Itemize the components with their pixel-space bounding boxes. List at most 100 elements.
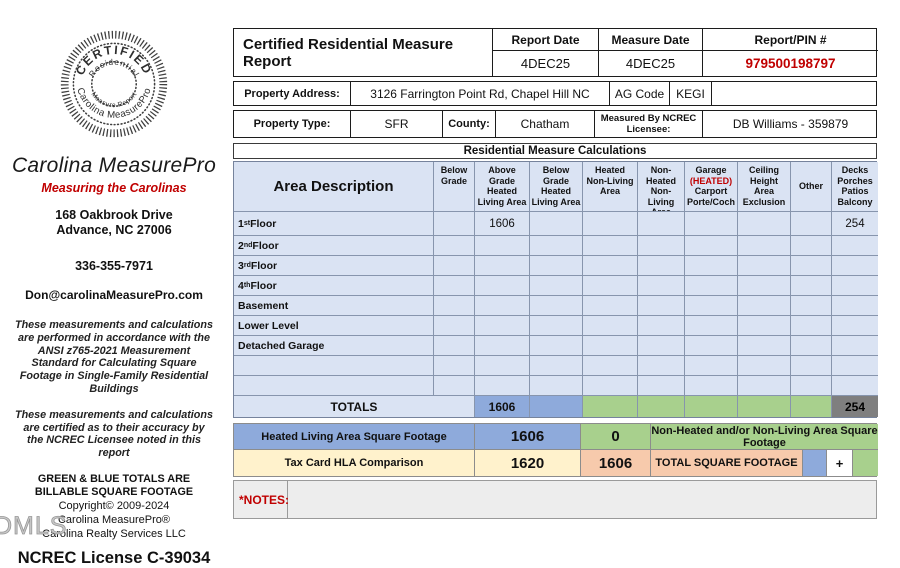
calculations-header-row: Area Description BelowGrade AboveGradeHe… [234,162,876,212]
property-address-value: 3126 Farrington Point Rd, Chapel Hill NC [351,82,610,105]
calc-cell [530,316,583,336]
table-row-3rd-floor: 3rd Floor [234,256,876,276]
row-label: Lower Level [234,316,434,336]
col-header-nonheated-nonliving: Non-HeatedNon-LivingArea [638,162,685,212]
calc-cell: 254 [832,212,878,236]
calc-cell [685,276,738,296]
row-label: 2nd Floor [234,236,434,256]
calc-cell [738,336,791,356]
notes-block: *NOTES: [233,480,877,519]
calc-cell [583,316,638,336]
calc-cell [685,256,738,276]
tax-card-value: 1620 [475,450,581,476]
col-header-garage: Garage(HEATED)CarportPorte/Coch [685,162,738,212]
certification-seal-icon: CERTIFIED Residential Measure Report Car… [56,26,172,142]
totals-below-grade-hla [530,396,583,417]
disclaimer-ansi: These measurements and calculations are … [14,319,214,396]
table-row-detached-garage: Detached Garage [234,336,876,356]
report-date-value: 4DEC25 [493,51,599,76]
table-row-2nd-floor: 2nd Floor [234,236,876,256]
total-footage-label: TOTAL SQUARE FOOTAGE [651,450,803,476]
calc-cell [638,336,685,356]
calc-cell [685,376,738,396]
calc-cell [530,296,583,316]
tax-card-label: Tax Card HLA Comparison [234,450,475,476]
summary-block: Heated Living Area Square Footage 1606 0… [233,423,877,477]
calc-cell [832,356,878,376]
totals-row: TOTALS 1606 254 [234,396,876,417]
calc-cell [583,336,638,356]
hla-footage-label: Heated Living Area Square Footage [234,424,475,450]
col-header-above-grade-hla: AboveGradeHeatedLiving Area [475,162,530,212]
calc-cell [475,376,530,396]
plus-sign-cell: + [827,450,853,476]
calc-cell [475,236,530,256]
address-line-2: Advance, NC 27006 [6,223,222,238]
calc-cell [530,376,583,396]
calc-cell [738,276,791,296]
col-header-ceiling-exclusion: CeilingHeightAreaExclusion [738,162,791,212]
table-row-1st-floor: 1st Floor 1606 254 [234,212,876,236]
property-type-block: Property Type: SFR County: Chatham Measu… [233,110,877,138]
calc-cell [475,276,530,296]
calc-cell [530,256,583,276]
row-label: Detached Garage [234,336,434,356]
calc-cell [832,236,878,256]
calc-cell [832,336,878,356]
notes-content [288,481,876,518]
calc-cell [738,296,791,316]
calc-cell [638,212,685,236]
tax-card-summary-row: Tax Card HLA Comparison 1620 1606 TOTAL … [234,450,876,476]
calc-cell [530,212,583,236]
calc-cell [738,236,791,256]
calc-cell [475,316,530,336]
table-row-4th-floor: 4th Floor [234,276,876,296]
calculations-section-title: Residential Measure Calculations [233,143,877,159]
mls-watermark: DMLS [0,512,67,541]
totals-above-grade-hla: 1606 [475,396,530,417]
calc-cell [434,316,475,336]
hla-footage-value: 1606 [475,424,581,450]
calc-cell [791,336,832,356]
table-row-lower-level: Lower Level [234,316,876,336]
calc-cell [738,376,791,396]
calc-cell [791,356,832,376]
ag-code-label: AG Code [610,82,670,105]
calc-cell [685,316,738,336]
sidebar: CERTIFIED Residential Measure Report Car… [6,0,222,568]
calc-cell [638,236,685,256]
calc-cell [832,296,878,316]
property-address-label: Property Address: [234,82,351,105]
calc-cell [685,296,738,316]
calc-cell [434,336,475,356]
calc-cell [832,316,878,336]
row-label [234,356,434,376]
calc-cell [638,376,685,396]
col-header-decks: DecksPorchesPatiosBalcony [832,162,878,212]
property-type-value: SFR [351,111,443,137]
address-line-1: 168 Oakbrook Drive [6,208,222,223]
calc-cell [685,356,738,376]
calc-cell [685,212,738,236]
report-page: CERTIFIED Residential Measure Report Car… [0,0,900,546]
calc-cell: 1606 [475,212,530,236]
measure-date-value: 4DEC25 [599,51,703,76]
calc-cell [583,256,638,276]
col-header-below-grade: BelowGrade [434,162,475,212]
calc-cell [434,236,475,256]
copyright-line-1: Copyright© 2009-2024 [6,499,222,513]
table-row-basement: Basement [234,296,876,316]
calc-cell [434,356,475,376]
report-pin-value: 979500198797 [703,51,878,76]
calc-cell [832,256,878,276]
calc-cell [791,212,832,236]
calc-cell [791,316,832,336]
notes-label: *NOTES: [234,481,288,518]
ag-code-extra [712,82,878,105]
calc-cell [638,256,685,276]
col-header-heated-nonliving: HeatedNon-LivingArea [583,162,638,212]
calc-cell [791,376,832,396]
calc-cell [475,296,530,316]
totals-garage [685,396,738,417]
calc-cell [791,276,832,296]
